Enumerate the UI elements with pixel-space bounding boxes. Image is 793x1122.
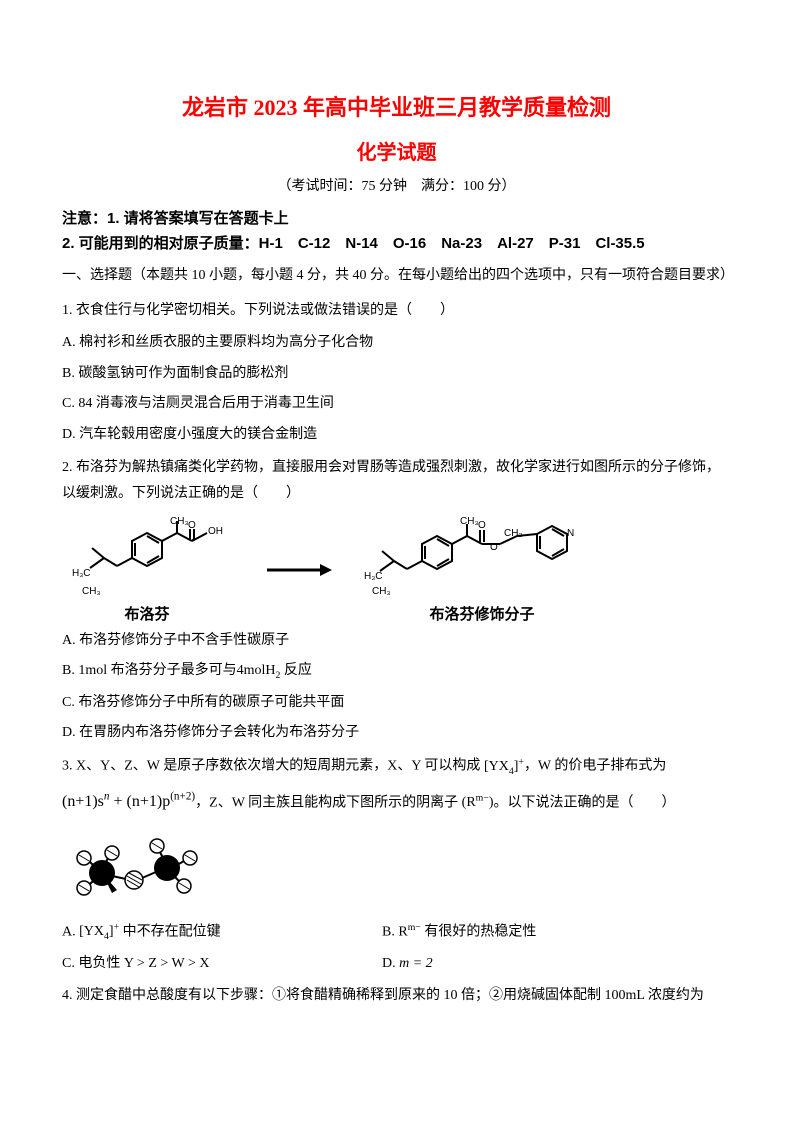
q2b-formula: 4molH2 bbox=[237, 663, 281, 678]
svg-text:CH₂: CH₂ bbox=[504, 528, 522, 539]
svg-text:N: N bbox=[567, 528, 574, 539]
q3-option-c: C. 电负性 Y > Z > W > X bbox=[62, 951, 382, 978]
reaction-arrow-icon bbox=[262, 555, 332, 585]
note-2: 2. 可能用到的相对原子质量：H-1 C-12 N-14 O-16 Na-23 … bbox=[62, 232, 731, 253]
q3-f-exp: (n+2) bbox=[170, 791, 195, 803]
ibuprofen-label: 布洛芬 bbox=[62, 603, 232, 624]
q2-option-a: A. 布洛芬修饰分子中不含手性碳原子 bbox=[62, 628, 731, 655]
q3-stem-c: ，Z、W 同主族且能构成下图所示的阴离子 bbox=[195, 795, 462, 810]
q3a-ion-text: [YX bbox=[79, 924, 104, 939]
q2b-post: 反应 bbox=[280, 663, 312, 678]
svg-text:CH₃: CH₃ bbox=[170, 516, 189, 527]
svg-text:O: O bbox=[188, 520, 196, 531]
q2-option-c: C. 布洛芬修饰分子中所有的碳原子可能共平面 bbox=[62, 690, 731, 717]
q3-option-d: D. m = 2 bbox=[382, 951, 731, 978]
ibuprofen-modified-label: 布洛芬修饰分子 bbox=[362, 603, 602, 624]
q2b-mid: 4molH bbox=[237, 663, 276, 678]
q3-stem-a: 3. X、Y、Z、W 是原子序数依次增大的短周期元素，X、Y 可以构成 bbox=[62, 759, 484, 774]
q3b-pre: B. R bbox=[382, 924, 408, 939]
q3-ion2-text: (R bbox=[462, 795, 476, 810]
ibuprofen-structure-icon: H₃C CH₃ CH₃ O OH bbox=[62, 516, 232, 596]
q3-ion1: [YX4]+ bbox=[484, 759, 524, 774]
q3-ion1-text: [YX bbox=[484, 759, 509, 774]
q1-option-d: D. 汽车轮毂用密度小强度大的镁合金制造 bbox=[62, 422, 731, 449]
svg-text:OH: OH bbox=[208, 526, 223, 537]
q3d-eq: m = 2 bbox=[399, 956, 433, 971]
q3-ion1-sub: 4 bbox=[509, 765, 514, 776]
svg-text:O: O bbox=[490, 542, 498, 553]
svg-text:CH₃: CH₃ bbox=[82, 586, 101, 596]
anion-structure-icon bbox=[62, 828, 212, 908]
q3-stem-d: 。以下说法正确的是（ ） bbox=[494, 795, 676, 810]
q2-option-d: D. 在胃肠内布洛芬修饰分子会转化为布洛芬分子 bbox=[62, 720, 731, 747]
section-a-heading: 一、选择题（本题共 10 小题，每小题 4 分，共 40 分。在每小题给出的四个… bbox=[62, 263, 731, 290]
q3-stem: 3. X、Y、Z、W 是原子序数依次增大的短周期元素，X、Y 可以构成 [YX4… bbox=[62, 753, 731, 781]
ibuprofen-block: H₃C CH₃ CH₃ O OH 布洛芬 bbox=[62, 516, 232, 624]
page-title: 龙岩市 2023 年高中毕业班三月教学质量检测 bbox=[62, 90, 731, 122]
q3b-post: 有很好的热稳定性 bbox=[421, 924, 537, 939]
q2-figure-row: H₃C CH₃ CH₃ O OH 布洛芬 bbox=[62, 516, 731, 624]
q3-formula: (n+1)sn + (n+1)p(n+2) bbox=[62, 793, 195, 810]
q3-stem-line2: (n+1)sn + (n+1)p(n+2)，Z、W 同主族且能构成下图所示的阴离… bbox=[62, 787, 731, 818]
q3-ion2-sup: m− bbox=[476, 793, 489, 804]
q3a-ion: [YX4]+ bbox=[79, 924, 119, 939]
q1-stem: 1. 衣食住行与化学密切相关。下列说法或做法错误的是（ ） bbox=[62, 298, 731, 325]
page-subtitle: 化学试题 bbox=[62, 136, 731, 165]
q3d-pre: D. bbox=[382, 956, 399, 971]
ibuprofen-modified-structure-icon: H₃C CH₃ CH₃ O O CH₂ N bbox=[362, 516, 602, 596]
q3-ion2: (Rm−) bbox=[462, 795, 494, 810]
svg-text:H₃C: H₃C bbox=[364, 571, 383, 582]
q3-stem-b: ，W 的价电子排布式为 bbox=[524, 759, 666, 774]
q3a-sub: 4 bbox=[104, 931, 109, 942]
ibuprofen-modified-block: H₃C CH₃ CH₃ O O CH₂ N 布洛芬修饰分子 bbox=[362, 516, 602, 624]
q1-option-a: A. 棉衬衫和丝质衣服的主要原料均为高分子化合物 bbox=[62, 330, 731, 357]
svg-text:CH₃: CH₃ bbox=[460, 516, 479, 527]
q3a-pre: A. bbox=[62, 924, 79, 939]
q3-option-a: A. [YX4]+ 中不存在配位键 bbox=[62, 919, 382, 947]
q3-f-mid: + (n+1)p bbox=[110, 793, 171, 810]
q2-option-b: B. 1mol 布洛芬分子最多可与4molH2 反应 bbox=[62, 658, 731, 685]
svg-text:H₃C: H₃C bbox=[72, 568, 91, 579]
q1-option-b: B. 碳酸氢钠可作为面制食品的膨松剂 bbox=[62, 361, 731, 388]
svg-text:O: O bbox=[478, 520, 486, 531]
q4-stem: 4. 测定食醋中总酸度有以下步骤：①将食醋精确稀释到原来的 10 倍；②用烧碱固… bbox=[62, 983, 731, 1010]
q3-figure bbox=[62, 828, 731, 913]
exam-page: 龙岩市 2023 年高中毕业班三月教学质量检测 化学试题 （考试时间：75 分钟… bbox=[0, 0, 793, 1122]
q1-option-c: C. 84 消毒液与洁厕灵混合后用于消毒卫生间 bbox=[62, 391, 731, 418]
q3-option-b: B. Rm− 有很好的热稳定性 bbox=[382, 919, 731, 947]
note-1: 注意：1. 请将答案填写在答题卡上 bbox=[62, 207, 731, 228]
exam-timing: （考试时间：75 分钟 满分：100 分） bbox=[62, 175, 731, 195]
q3-options-row1: A. [YX4]+ 中不存在配位键 B. Rm− 有很好的热稳定性 bbox=[62, 919, 731, 947]
q3a-post: 中不存在配位键 bbox=[119, 924, 221, 939]
q2b-pre: B. 1mol 布洛芬分子最多可与 bbox=[62, 663, 237, 678]
q3-f1: (n+1)s bbox=[62, 793, 104, 810]
q3b-sup: m− bbox=[408, 922, 421, 933]
q2-stem: 2. 布洛芬为解热镇痛类化学药物，直接服用会对胃肠等造成强烈刺激，故化学家进行如… bbox=[62, 455, 731, 508]
q3-options-row2: C. 电负性 Y > Z > W > X D. m = 2 bbox=[62, 951, 731, 978]
svg-text:CH₃: CH₃ bbox=[372, 586, 391, 596]
